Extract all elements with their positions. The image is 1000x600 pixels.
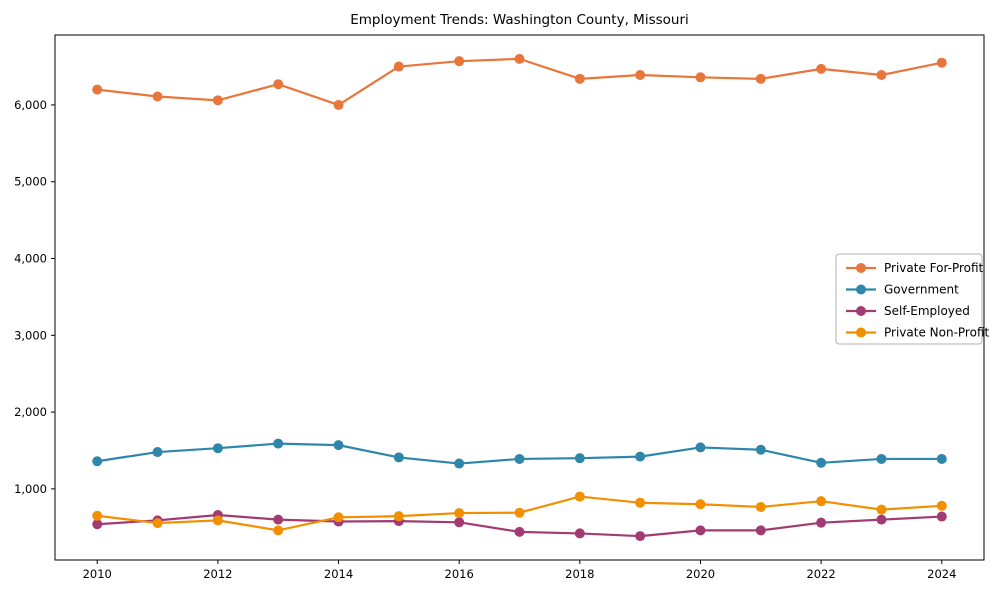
data-point-private-for-profit <box>574 73 585 84</box>
legend-box <box>835 253 983 345</box>
x-tick-label: 2010 <box>83 567 112 581</box>
data-point-private-non-profit <box>212 515 223 526</box>
x-tick-label: 2020 <box>686 567 715 581</box>
chart-title: Employment Trends: Washington County, Mi… <box>350 12 689 28</box>
data-point-private-non-profit <box>936 500 947 511</box>
y-tick-label: 5,000 <box>14 175 47 189</box>
data-point-private-non-profit <box>454 508 465 519</box>
data-point-private-for-profit <box>816 63 827 74</box>
data-point-private-for-profit <box>212 95 223 106</box>
data-point-self-employed <box>936 511 947 522</box>
data-point-private-non-profit <box>393 511 404 522</box>
data-point-self-employed <box>695 525 706 536</box>
legend-marker <box>856 284 866 295</box>
data-point-government <box>333 440 344 451</box>
data-point-private-non-profit <box>273 525 284 536</box>
data-point-government <box>816 457 827 468</box>
data-point-government <box>695 442 706 453</box>
series-line-private-for-profit <box>97 57 942 107</box>
data-point-self-employed <box>454 517 465 528</box>
x-tick-label: 2018 <box>565 567 594 581</box>
data-point-government <box>92 456 103 467</box>
data-point-government <box>635 451 646 462</box>
data-point-private-for-profit <box>695 72 706 83</box>
data-point-government <box>755 444 766 455</box>
data-point-government <box>152 447 163 458</box>
data-point-self-employed <box>92 519 103 530</box>
data-point-private-non-profit <box>876 504 887 515</box>
data-point-private-for-profit <box>393 61 404 72</box>
plot-frame <box>54 34 985 561</box>
data-point-private-for-profit <box>514 53 525 64</box>
x-tick-label: 2024 <box>927 567 956 581</box>
x-tick-label: 2012 <box>203 567 232 581</box>
data-point-self-employed <box>635 531 646 542</box>
data-point-private-non-profit <box>92 510 103 521</box>
legend-marker <box>856 306 866 316</box>
legend-marker <box>856 327 866 338</box>
y-tick-label: 6,000 <box>14 98 47 112</box>
data-point-private-non-profit <box>574 491 585 502</box>
data-point-private-non-profit <box>635 497 646 508</box>
x-tick-label: 2014 <box>324 567 353 581</box>
data-point-private-non-profit <box>333 512 344 523</box>
legend-label: Self-Employed <box>884 304 970 318</box>
data-point-government <box>876 453 887 464</box>
data-point-government <box>936 453 947 464</box>
data-point-private-for-profit <box>635 70 646 81</box>
x-tick-label: 2016 <box>445 567 474 581</box>
data-point-government <box>393 452 404 463</box>
data-point-private-non-profit <box>152 518 163 529</box>
data-point-self-employed <box>273 514 284 525</box>
legend-label: Private Non-Profit <box>884 326 990 340</box>
legend-marker <box>856 263 866 273</box>
data-point-private-for-profit <box>936 57 947 68</box>
data-point-private-non-profit <box>816 496 827 507</box>
data-point-private-for-profit <box>333 99 344 110</box>
y-tick-label: 1,000 <box>14 482 47 496</box>
data-point-private-for-profit <box>755 73 766 84</box>
data-point-government <box>514 453 525 464</box>
data-point-private-for-profit <box>92 84 103 95</box>
data-point-self-employed <box>876 514 887 525</box>
y-tick-label: 4,000 <box>14 252 47 266</box>
data-point-government <box>212 443 223 454</box>
data-point-self-employed <box>755 525 766 536</box>
x-tick-label: 2022 <box>806 567 835 581</box>
data-point-private-for-profit <box>876 70 887 81</box>
data-point-private-for-profit <box>454 56 465 67</box>
data-point-private-non-profit <box>514 507 525 518</box>
data-point-private-non-profit <box>695 499 706 510</box>
legend-label: Private For-Profit <box>884 261 984 275</box>
y-tick-label: 2,000 <box>14 405 47 419</box>
data-point-government <box>273 438 284 449</box>
data-point-self-employed <box>574 528 585 539</box>
data-point-government <box>574 453 585 464</box>
data-point-private-non-profit <box>755 501 766 512</box>
data-point-self-employed <box>514 526 525 537</box>
data-point-private-for-profit <box>152 91 163 102</box>
y-tick-label: 3,000 <box>14 328 47 342</box>
data-point-self-employed <box>816 517 827 528</box>
data-point-government <box>454 458 465 469</box>
data-point-private-for-profit <box>273 79 284 90</box>
legend-label: Government <box>884 283 959 297</box>
